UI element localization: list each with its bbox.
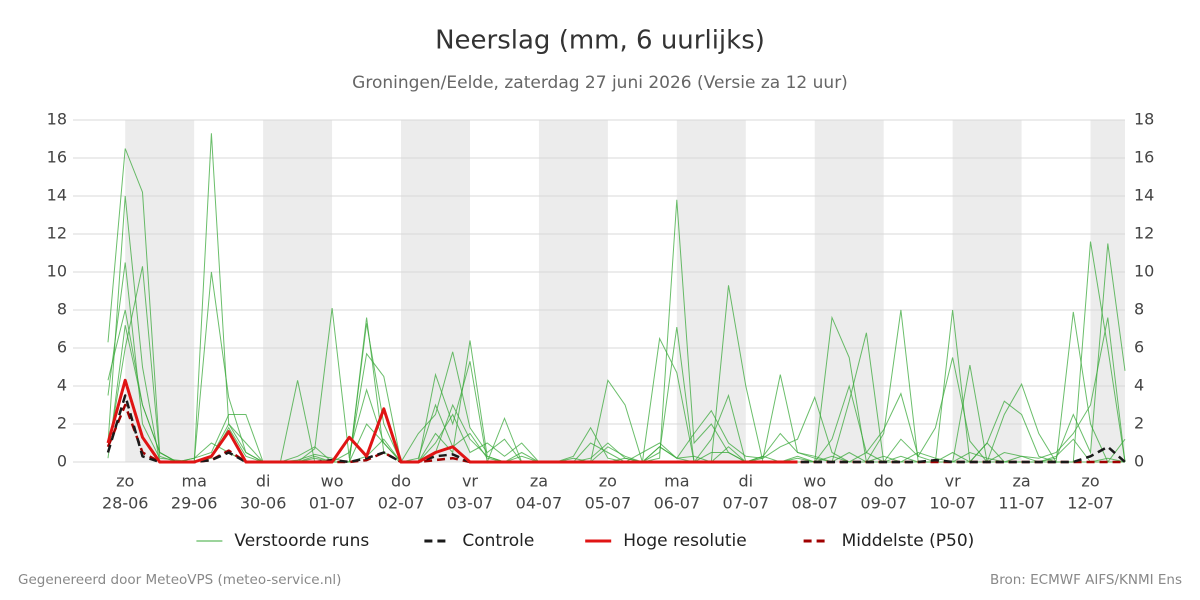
chart-title: Neerslag (mm, 6 uurlijks) [435, 26, 765, 56]
day-band [538, 120, 608, 462]
legend-label: Controle [462, 531, 534, 551]
day-band [1090, 120, 1125, 462]
day-band [263, 120, 333, 462]
y-tick-label: 2 [57, 414, 67, 433]
x-tick-date: 01-07 [309, 494, 356, 513]
y-tick-label: 14 [47, 186, 67, 205]
x-tick-date: 04-07 [516, 494, 563, 513]
y2-tick-label: 10 [1134, 262, 1154, 281]
x-tick-date: 06-07 [654, 494, 701, 513]
legend-label: Verstoorde runs [234, 531, 369, 551]
y2-tick-label: 18 [1134, 110, 1154, 129]
x-tick-weekday: ma [181, 472, 206, 491]
x-tick-date: 03-07 [447, 494, 494, 513]
x-tick-date: 30-06 [240, 494, 287, 513]
x-tick-date: 07-07 [723, 494, 770, 513]
y2-tick-label: 2 [1134, 414, 1144, 433]
x-tick-date: 10-07 [929, 494, 976, 513]
x-tick-date: 05-07 [585, 494, 632, 513]
x-tick-weekday: vr [462, 472, 478, 491]
y-tick-label: 10 [47, 262, 67, 281]
footer-right: Bron: ECMWF AIFS/KNMI Ens [990, 572, 1182, 588]
x-tick-weekday: wo [321, 472, 344, 491]
x-tick-weekday: zo [599, 472, 617, 491]
x-tick-weekday: do [391, 472, 411, 491]
x-tick-weekday: za [1012, 472, 1030, 491]
chart-subtitle: Groningen/Eelde, zaterdag 27 juni 2026 (… [352, 73, 848, 93]
x-tick-weekday: zo [116, 472, 134, 491]
x-tick-date: 09-07 [860, 494, 907, 513]
x-tick-weekday: di [738, 472, 753, 491]
x-tick-weekday: di [256, 472, 271, 491]
y-tick-label: 18 [47, 110, 67, 129]
x-tick-date: 08-07 [791, 494, 838, 513]
x-tick-weekday: za [530, 472, 548, 491]
y2-tick-label: 12 [1134, 224, 1154, 243]
x-tick-date: 28-06 [102, 494, 149, 513]
y2-tick-label: 16 [1134, 148, 1154, 167]
y-tick-label: 4 [57, 376, 67, 395]
footer-left: Gegenereerd door MeteoVPS (meteo-service… [18, 572, 341, 588]
y-tick-label: 12 [47, 224, 67, 243]
x-tick-weekday: wo [803, 472, 826, 491]
x-tick-weekday: do [874, 472, 894, 491]
y2-tick-label: 8 [1134, 300, 1144, 319]
x-tick-weekday: vr [945, 472, 961, 491]
x-tick-date: 29-06 [171, 494, 218, 513]
series-line [106, 378, 798, 464]
x-tick-date: 12-07 [1067, 494, 1114, 513]
y2-tick-label: 14 [1134, 186, 1154, 205]
legend-label: Hoge resolutie [623, 531, 747, 551]
y-tick-label: 8 [57, 300, 67, 319]
day-band [676, 120, 746, 462]
y-tick-label: 0 [57, 452, 67, 471]
x-tick-date: 02-07 [378, 494, 425, 513]
day-band [952, 120, 1022, 462]
y2-tick-label: 4 [1134, 376, 1144, 395]
y2-tick-label: 0 [1134, 452, 1144, 471]
x-tick-weekday: ma [664, 472, 689, 491]
y-tick-label: 16 [47, 148, 67, 167]
day-band [814, 120, 884, 462]
y-tick-label: 6 [57, 338, 67, 357]
y2-tick-label: 6 [1134, 338, 1144, 357]
legend-label: Middelste (P50) [842, 531, 975, 551]
x-tick-weekday: zo [1081, 472, 1099, 491]
x-tick-date: 11-07 [998, 494, 1045, 513]
